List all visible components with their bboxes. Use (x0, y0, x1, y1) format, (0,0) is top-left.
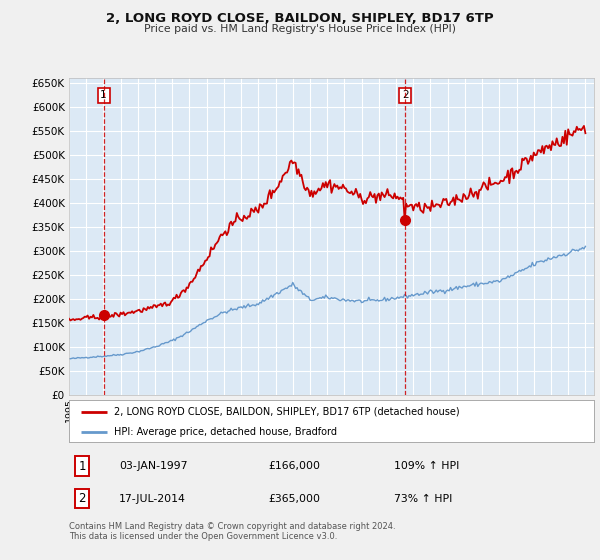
Text: £365,000: £365,000 (269, 494, 320, 503)
Text: 109% ↑ HPI: 109% ↑ HPI (395, 461, 460, 471)
Text: 2: 2 (402, 90, 409, 100)
Text: Contains HM Land Registry data © Crown copyright and database right 2024.: Contains HM Land Registry data © Crown c… (69, 522, 395, 531)
Text: Price paid vs. HM Land Registry's House Price Index (HPI): Price paid vs. HM Land Registry's House … (144, 24, 456, 34)
Text: 2, LONG ROYD CLOSE, BAILDON, SHIPLEY, BD17 6TP (detached house): 2, LONG ROYD CLOSE, BAILDON, SHIPLEY, BD… (113, 407, 459, 417)
Text: 1: 1 (79, 460, 86, 473)
Text: £166,000: £166,000 (269, 461, 320, 471)
Text: 1: 1 (100, 90, 107, 100)
Text: 2, LONG ROYD CLOSE, BAILDON, SHIPLEY, BD17 6TP: 2, LONG ROYD CLOSE, BAILDON, SHIPLEY, BD… (106, 12, 494, 25)
Text: 2: 2 (79, 492, 86, 505)
Text: 17-JUL-2014: 17-JUL-2014 (119, 494, 186, 503)
Text: 73% ↑ HPI: 73% ↑ HPI (395, 494, 453, 503)
Text: This data is licensed under the Open Government Licence v3.0.: This data is licensed under the Open Gov… (69, 532, 337, 541)
Text: HPI: Average price, detached house, Bradford: HPI: Average price, detached house, Brad… (113, 427, 337, 437)
Text: 03-JAN-1997: 03-JAN-1997 (119, 461, 187, 471)
